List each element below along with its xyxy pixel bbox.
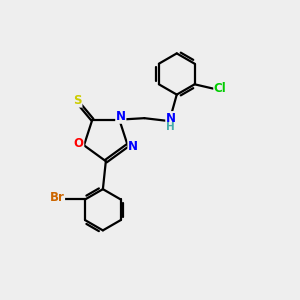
Text: Cl: Cl bbox=[214, 82, 226, 95]
Text: S: S bbox=[74, 94, 82, 107]
Text: N: N bbox=[116, 110, 126, 123]
Text: Br: Br bbox=[50, 191, 64, 205]
Text: O: O bbox=[74, 137, 84, 150]
Text: N: N bbox=[128, 140, 138, 153]
Text: N: N bbox=[166, 112, 176, 125]
Text: H: H bbox=[167, 122, 175, 132]
